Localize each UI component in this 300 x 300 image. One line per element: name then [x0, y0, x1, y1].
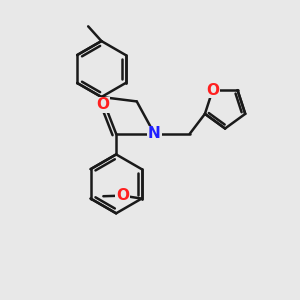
Text: O: O: [206, 83, 219, 98]
Text: O: O: [116, 188, 129, 203]
Text: O: O: [96, 98, 110, 112]
Text: N: N: [148, 126, 161, 141]
